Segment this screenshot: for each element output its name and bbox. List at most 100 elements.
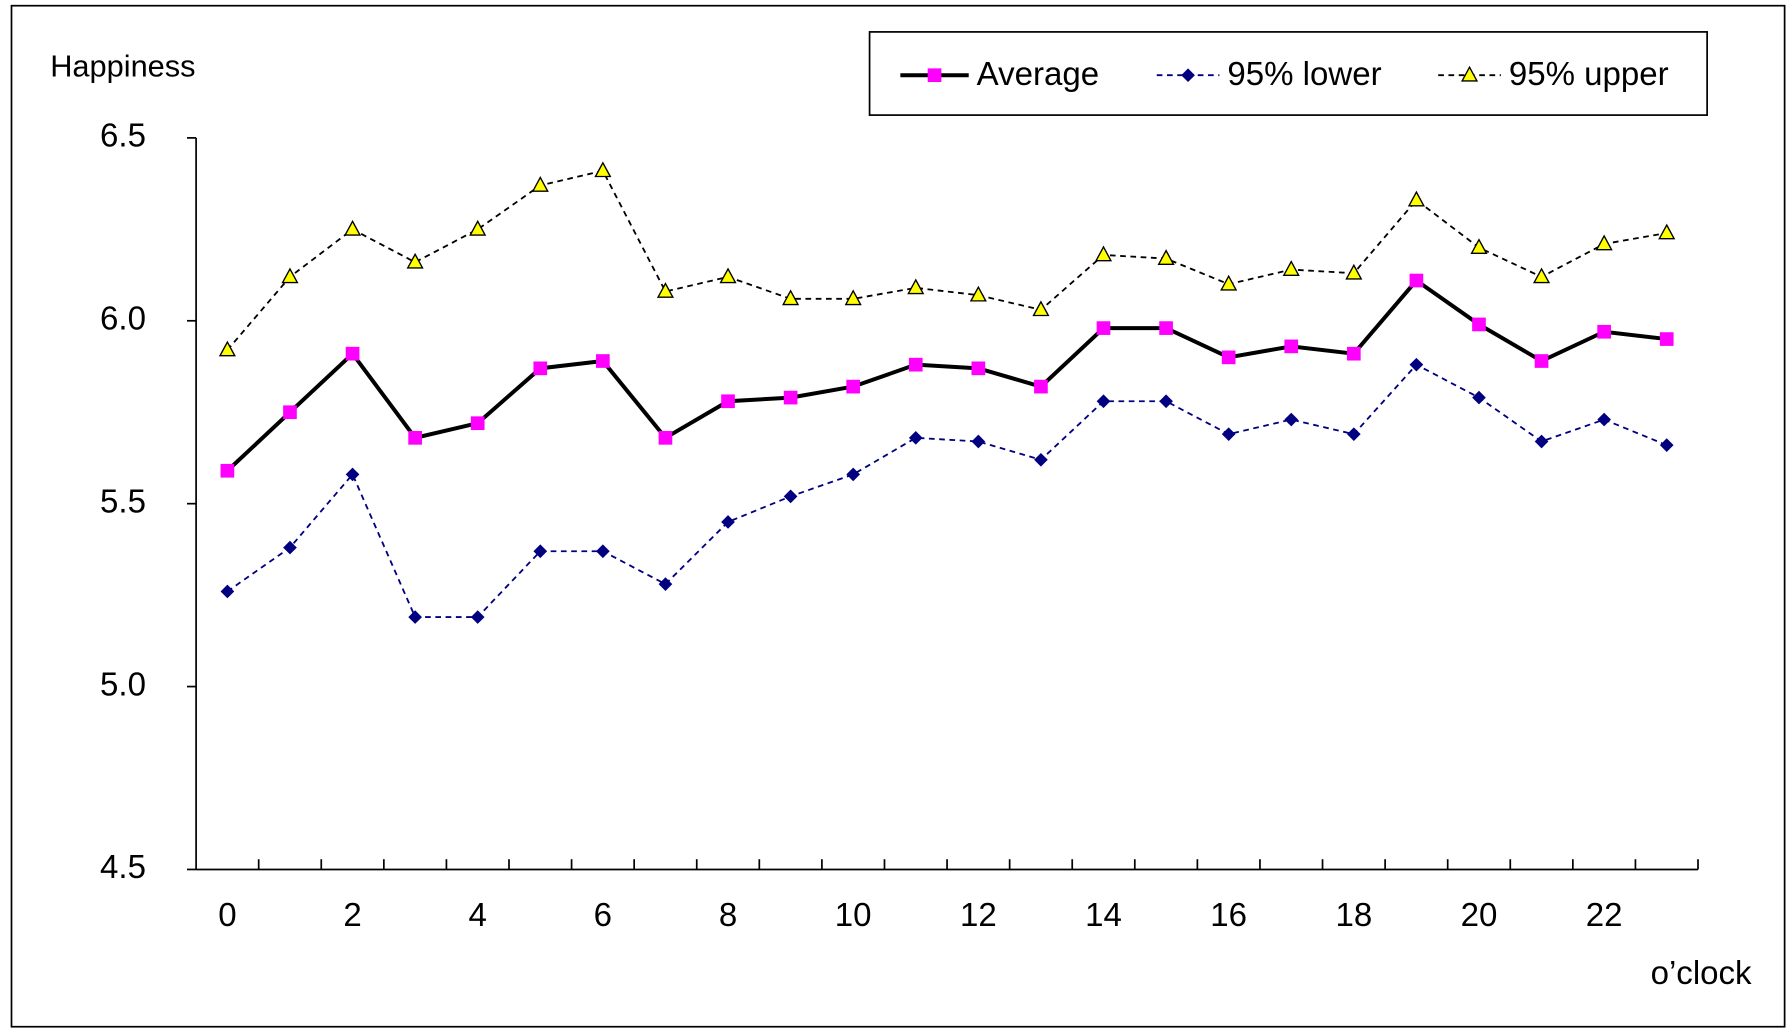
marker [1096,321,1111,335]
legend-entry: 95% lower [1156,56,1382,93]
y-tick-label: 5.5 [100,483,146,520]
x-tick-label: 12 [960,897,997,934]
marker [1221,427,1236,442]
marker [1534,434,1549,449]
marker [343,219,362,236]
marker [1034,452,1048,467]
marker [1159,394,1173,409]
legend-entry: Average [900,56,1099,93]
marker [1409,273,1424,288]
marker [1094,245,1113,262]
marker [907,278,925,295]
marker [844,289,862,306]
marker [971,434,986,449]
marker [220,463,235,478]
marker [1597,412,1611,427]
marker [1470,238,1488,255]
marker [1284,412,1299,427]
marker [594,161,612,178]
series-line [226,169,1667,351]
legend-label: 95% upper [1509,56,1669,93]
marker [1221,350,1236,365]
marker [345,467,360,482]
legend-label: Average [977,56,1099,93]
y-tick-label: 4.5 [100,849,146,886]
marker [1534,354,1549,368]
x-axis-label: o’clock [1651,955,1752,992]
y-tick-label: 6.5 [100,118,146,155]
series [218,161,1676,357]
x-tick-label: 8 [719,897,737,934]
series [220,273,1674,478]
marker [1472,390,1486,405]
x-tick-label: 6 [594,897,612,934]
marker [782,289,800,306]
marker [1659,332,1674,346]
x-tick-label: 0 [218,897,236,934]
marker [1597,324,1611,339]
marker [345,346,360,361]
legend-box [868,31,1708,116]
marker [469,219,487,236]
marker [1346,346,1361,361]
x-tick-label: 18 [1335,897,1372,934]
y-tick-label: 5.0 [100,666,146,703]
y-axis-label: Happiness [50,48,195,83]
marker [783,489,798,504]
marker [721,394,735,409]
marker [218,340,236,357]
series-line [226,363,1668,618]
marker [1346,427,1361,442]
marker [1595,234,1613,251]
marker [1220,274,1238,291]
x-tick-label: 22 [1586,897,1623,934]
x-tick-label: 14 [1085,897,1122,934]
legend-marker [1460,65,1479,82]
marker [908,430,923,445]
legend-entry: 95% upper [1438,56,1669,93]
marker [533,361,548,376]
marker [846,467,861,482]
x-tick-label: 2 [343,897,361,934]
marker [1407,190,1425,207]
marker [1284,339,1299,354]
marker [1659,438,1674,452]
series [220,357,1674,624]
legend-label: 95% lower [1227,56,1381,93]
marker [658,430,673,445]
marker [719,267,737,284]
marker [1032,300,1050,317]
marker [1096,394,1111,409]
marker [1345,263,1363,280]
marker [658,577,673,591]
legend-marker [927,68,942,83]
marker [721,515,735,529]
marker [596,354,610,368]
marker [1159,321,1173,335]
marker [470,610,485,624]
x-tick-label: 10 [835,897,872,934]
marker [1282,260,1300,276]
chart-frame [10,4,1786,1028]
marker [971,361,986,376]
x-tick-label: 20 [1461,897,1498,934]
marker [1533,267,1551,284]
marker [408,430,422,445]
marker [783,390,798,405]
marker [281,267,299,284]
marker [656,282,675,298]
series-line [226,277,1667,473]
marker [1034,379,1048,394]
marker [531,176,549,192]
marker [596,544,610,559]
marker [470,416,485,431]
marker [283,405,297,420]
marker [220,584,235,599]
marker [1472,317,1486,332]
x-tick-label: 16 [1210,897,1247,934]
x-tick-label: 4 [469,897,487,934]
marker [1658,223,1676,240]
marker [969,285,987,302]
y-tick-label: 6.0 [100,301,146,338]
